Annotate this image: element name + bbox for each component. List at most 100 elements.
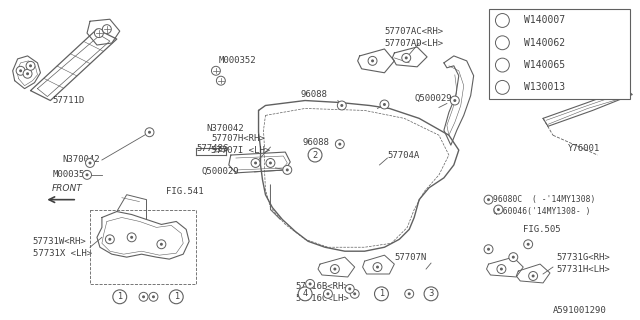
Circle shape (86, 173, 88, 176)
Circle shape (527, 243, 530, 246)
Text: 4: 4 (500, 83, 505, 92)
Circle shape (323, 289, 332, 298)
Circle shape (494, 205, 503, 214)
Circle shape (298, 287, 312, 301)
Circle shape (216, 76, 225, 85)
Circle shape (339, 143, 341, 146)
Circle shape (142, 295, 145, 298)
Circle shape (404, 56, 408, 60)
Text: 3: 3 (428, 289, 434, 298)
Circle shape (269, 162, 272, 164)
Circle shape (453, 99, 456, 102)
Circle shape (495, 13, 509, 28)
Text: FIG.541: FIG.541 (166, 187, 204, 196)
Text: Y76001: Y76001 (568, 144, 600, 153)
Circle shape (500, 268, 503, 270)
Circle shape (383, 103, 386, 106)
Circle shape (251, 158, 260, 167)
Circle shape (340, 104, 343, 107)
Circle shape (408, 292, 411, 295)
Text: 57707AD<LH>: 57707AD<LH> (385, 38, 444, 48)
Circle shape (113, 290, 127, 304)
Text: 57707N: 57707N (394, 253, 427, 262)
Circle shape (102, 25, 111, 34)
Circle shape (326, 292, 330, 295)
Text: Q560046('14MY1308- ): Q560046('14MY1308- ) (493, 207, 591, 216)
Text: 4: 4 (303, 289, 308, 298)
Circle shape (524, 240, 532, 249)
Circle shape (308, 283, 312, 285)
Circle shape (283, 165, 292, 174)
Circle shape (376, 266, 379, 268)
Text: 96088: 96088 (302, 138, 329, 147)
Text: 57716B<RH>: 57716B<RH> (295, 282, 349, 292)
Text: 57707I <LH>: 57707I <LH> (211, 146, 270, 155)
Text: M000352: M000352 (219, 56, 257, 65)
Circle shape (19, 69, 22, 72)
Circle shape (130, 236, 133, 239)
Text: 57748G: 57748G (196, 144, 228, 153)
Circle shape (497, 265, 506, 274)
Circle shape (157, 240, 166, 249)
Circle shape (374, 287, 388, 301)
Circle shape (509, 253, 518, 262)
Text: Q500029: Q500029 (201, 167, 239, 176)
Circle shape (497, 208, 500, 211)
Circle shape (308, 148, 322, 162)
Circle shape (330, 265, 339, 274)
Text: 57716C<LH>: 57716C<LH> (295, 294, 349, 303)
Text: 57711D: 57711D (52, 96, 84, 105)
Circle shape (424, 287, 438, 301)
Circle shape (337, 101, 346, 110)
Text: 2: 2 (500, 38, 505, 47)
Text: 57731X <LH>: 57731X <LH> (33, 249, 92, 258)
Circle shape (495, 80, 509, 94)
Text: W140065: W140065 (524, 60, 565, 70)
Circle shape (286, 168, 289, 172)
Circle shape (371, 60, 374, 62)
Text: 57731H<LH>: 57731H<LH> (556, 265, 610, 274)
Circle shape (353, 292, 356, 295)
Text: 1: 1 (500, 16, 505, 25)
Text: W130013: W130013 (524, 82, 565, 92)
Circle shape (145, 128, 154, 137)
Circle shape (402, 53, 411, 62)
Circle shape (23, 69, 32, 78)
Circle shape (380, 100, 389, 109)
Circle shape (495, 36, 509, 50)
Circle shape (254, 162, 257, 164)
Circle shape (495, 58, 509, 72)
Text: W140062: W140062 (524, 38, 565, 48)
Circle shape (333, 268, 337, 270)
Circle shape (211, 66, 220, 75)
Circle shape (487, 198, 490, 201)
Text: 96088: 96088 (300, 90, 327, 99)
Circle shape (26, 61, 35, 70)
Circle shape (484, 195, 493, 204)
Circle shape (306, 279, 314, 288)
Circle shape (108, 238, 111, 241)
Circle shape (350, 289, 359, 298)
Text: N370042: N370042 (206, 124, 244, 133)
Text: 3: 3 (500, 60, 505, 69)
Bar (488, 9, 630, 99)
Circle shape (487, 248, 490, 251)
Circle shape (373, 263, 382, 272)
Circle shape (127, 233, 136, 242)
Text: 1: 1 (379, 289, 384, 298)
Circle shape (148, 131, 151, 134)
Circle shape (152, 295, 155, 298)
Circle shape (368, 56, 377, 65)
Text: M000352: M000352 (52, 170, 90, 180)
Circle shape (451, 96, 460, 105)
Circle shape (532, 275, 534, 277)
Text: 96080C  ( -'14MY1308): 96080C ( -'14MY1308) (493, 195, 596, 204)
Circle shape (345, 284, 354, 293)
Circle shape (160, 243, 163, 246)
Circle shape (512, 256, 515, 259)
Circle shape (88, 162, 92, 164)
Text: 1: 1 (173, 292, 179, 301)
Circle shape (29, 64, 32, 67)
Circle shape (335, 140, 344, 148)
Text: 57707AC<RH>: 57707AC<RH> (385, 27, 444, 36)
